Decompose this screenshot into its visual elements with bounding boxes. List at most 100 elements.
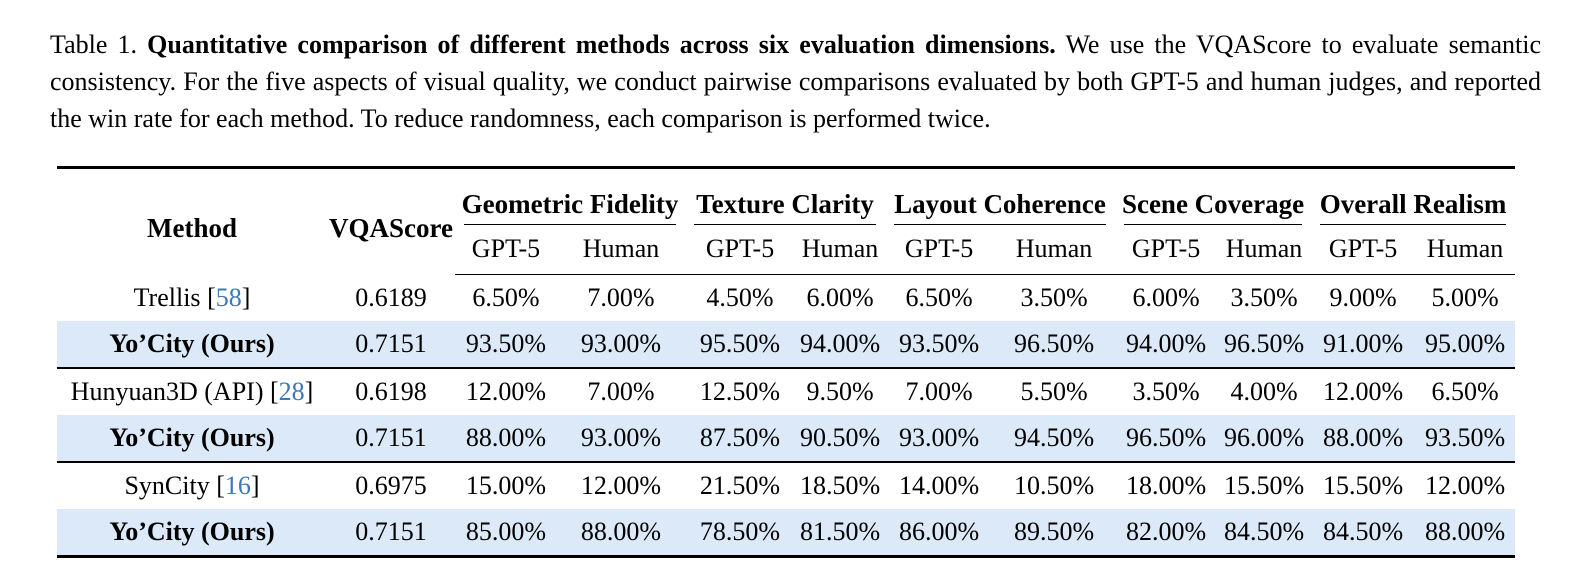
vqascore-cell: 0.6189	[355, 282, 427, 312]
value-cell: 3.50%	[1132, 377, 1200, 406]
table-row: Yo’City (Ours) [] 0.7151 93.50% 93.00% 9…	[57, 321, 1516, 368]
method-name: Yo’City (Ours)	[109, 517, 275, 546]
value-cell: 94.00%	[1115, 321, 1218, 368]
method-name: Yo’City (Ours)	[109, 423, 275, 452]
value-cell: 10.50%	[1013, 471, 1095, 500]
value-cell: 89.50%	[993, 509, 1116, 557]
group-header-layout-coherence: Layout Coherence	[885, 168, 1115, 226]
vqascore-cell: 0.7151	[327, 321, 455, 368]
caption-title: Quantitative comparison of different met…	[147, 30, 1056, 59]
value-cell: 81.50%	[795, 509, 886, 557]
cite-number[interactable]: 58	[215, 282, 242, 312]
value-cell: 94.50%	[993, 415, 1116, 462]
value-cell: 15.00%	[465, 471, 547, 500]
value-cell: 84.50%	[1217, 509, 1312, 557]
value-cell: 93.50%	[1415, 415, 1516, 462]
value-cell: 91.00%	[1311, 321, 1416, 368]
value-cell: 94.00%	[795, 321, 886, 368]
value-cell: 96.50%	[1217, 321, 1312, 368]
value-cell: 3.50%	[1020, 283, 1088, 312]
table-container: Method VQAScore Geometric Fidelity Textu…	[57, 166, 1591, 558]
subheader-human: Human	[795, 225, 886, 275]
value-cell: 6.50%	[1431, 377, 1499, 406]
subheader-human: Human	[993, 225, 1116, 275]
subheader-gpt5: GPT-5	[1311, 225, 1416, 275]
value-cell: 7.00%	[587, 283, 655, 312]
vqascore-cell: 0.6975	[355, 471, 427, 500]
value-cell: 5.50%	[1020, 377, 1088, 406]
value-cell: 21.50%	[699, 471, 781, 500]
section-trellis: Trellis [58] 0.6189 6.50% 7.00% 4.50% 6.…	[57, 275, 1516, 368]
value-cell: 96.00%	[1217, 415, 1312, 462]
cite-link[interactable]: 16	[225, 471, 251, 500]
value-cell: 6.00%	[806, 283, 874, 312]
value-cell: 4.50%	[706, 283, 774, 312]
value-cell: 88.00%	[455, 415, 557, 462]
group-header-geometric-fidelity: Geometric Fidelity	[455, 168, 685, 226]
table-header: Method VQAScore Geometric Fidelity Textu…	[57, 168, 1516, 275]
vqascore-cell: 0.6198	[355, 377, 427, 406]
subheader-gpt5: GPT-5	[1115, 225, 1218, 275]
value-cell: 9.50%	[806, 377, 874, 406]
subheader-gpt5: GPT-5	[685, 225, 796, 275]
value-cell: 96.50%	[993, 321, 1116, 368]
caption-label: Table 1.	[50, 30, 138, 59]
table-caption: Table 1. Quantitative comparison of diff…	[50, 26, 1541, 137]
value-cell: 15.50%	[1322, 471, 1404, 500]
subheader-human: Human	[1217, 225, 1312, 275]
value-cell: 88.00%	[1311, 415, 1416, 462]
cite-link[interactable]: 58	[216, 283, 242, 312]
sub-header-row: GPT-5 Human GPT-5 Human GPT-5 Human GPT-…	[57, 225, 1516, 275]
method-name: SynCity	[124, 471, 210, 500]
method-cite: [16]	[209, 471, 260, 500]
caption-body: We use the VQAScore to evaluate semantic…	[50, 30, 1542, 133]
method-cell: Yo’City (Ours) []	[57, 509, 327, 557]
value-cell: 93.50%	[455, 321, 557, 368]
value-cell: 12.00%	[465, 377, 547, 406]
table-row: SynCity [16] 0.6975 15.00% 12.00% 21.50%…	[57, 462, 1515, 509]
value-cell: 96.50%	[1115, 415, 1218, 462]
value-cell: 12.00%	[580, 471, 662, 500]
table-row: Trellis [58] 0.6189 6.50% 7.00% 4.50% 6.…	[57, 275, 1515, 322]
value-cell: 6.00%	[1132, 283, 1200, 312]
section-syncity: SynCity [16] 0.6975 15.00% 12.00% 21.50%…	[57, 462, 1516, 557]
method-name: Hunyuan3D (API)	[70, 377, 264, 406]
method-name: Trellis	[133, 282, 201, 312]
vqascore-cell: 0.7151	[327, 415, 455, 462]
subheader-gpt5: GPT-5	[455, 225, 557, 275]
cite-number[interactable]: 28	[278, 377, 305, 406]
method-cell: Yo’City (Ours) []	[57, 415, 327, 462]
value-cell: 12.00%	[1424, 471, 1506, 500]
cite-number[interactable]: 16	[224, 471, 251, 500]
method-cite: [28]	[263, 377, 314, 406]
method-cell: Hunyuan3D (API) [28]	[57, 368, 327, 415]
method-cite: [58]	[200, 282, 251, 312]
cite-link[interactable]: 28	[279, 377, 305, 406]
subheader-human: Human	[1415, 225, 1516, 275]
method-column-header: Method	[147, 213, 237, 244]
value-cell: 85.00%	[455, 509, 557, 557]
group-header-texture-clarity: Texture Clarity	[685, 168, 885, 226]
method-cell: Trellis [58]	[57, 275, 327, 322]
vqascore-column-header: VQAScore	[329, 213, 453, 244]
section-hunyuan3d: Hunyuan3D (API) [28] 0.6198 12.00% 7.00%…	[57, 368, 1516, 462]
value-cell: 5.00%	[1431, 283, 1499, 312]
value-cell: 88.00%	[1415, 509, 1516, 557]
value-cell: 88.00%	[557, 509, 686, 557]
subheader-gpt5: GPT-5	[885, 225, 994, 275]
method-cell: Yo’City (Ours) []	[57, 321, 327, 368]
value-cell: 93.00%	[557, 415, 686, 462]
value-cell: 6.50%	[472, 283, 540, 312]
value-cell: 12.00%	[1322, 377, 1404, 406]
value-cell: 18.00%	[1125, 471, 1207, 500]
group-header-scene-coverage: Scene Coverage	[1115, 168, 1311, 226]
value-cell: 86.00%	[885, 509, 994, 557]
table-row: Yo’City (Ours) [] 0.7151 88.00% 93.00% 8…	[57, 415, 1516, 462]
value-cell: 84.50%	[1311, 509, 1416, 557]
value-cell: 78.50%	[685, 509, 796, 557]
table-row: Yo’City (Ours) [] 0.7151 85.00% 88.00% 7…	[57, 509, 1516, 557]
value-cell: 12.50%	[699, 377, 781, 406]
value-cell: 82.00%	[1115, 509, 1218, 557]
value-cell: 7.00%	[587, 377, 655, 406]
value-cell: 93.00%	[885, 415, 994, 462]
